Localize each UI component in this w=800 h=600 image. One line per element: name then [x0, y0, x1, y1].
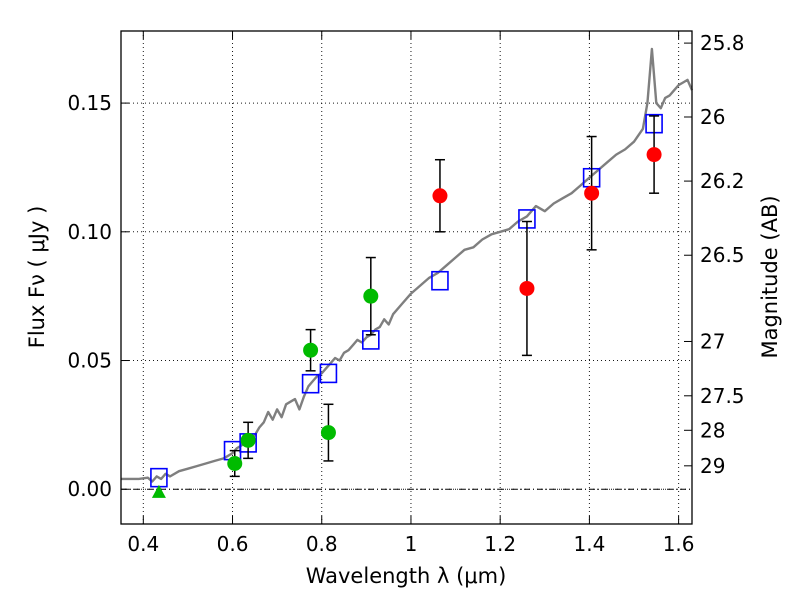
x-tick-label: 1.4 — [573, 532, 605, 556]
x-tick-label: 1.2 — [484, 532, 516, 556]
tick-layer: 0.4 0.6 0.8 1 1.2 1.4 1.6 0.00 0.05 0.10 0.15 25.8 2… — [67, 31, 745, 556]
ir-point — [646, 147, 662, 163]
right-tick-label: 26.5 — [700, 243, 745, 267]
spectrum-layer — [121, 47, 694, 483]
x-tick-label: 0.4 — [127, 532, 159, 556]
x-tick-label: 1.6 — [663, 532, 695, 556]
hst-point — [303, 342, 319, 358]
hst-upper-limit-marker — [151, 484, 166, 498]
ir-point — [432, 188, 448, 204]
hst-point — [363, 288, 379, 304]
y-tick-label: 0.10 — [67, 220, 112, 244]
y-tick-label: 0.00 — [67, 477, 112, 501]
observation-layer — [151, 115, 662, 498]
y-axis-title: Flux Fν ( μJy ) — [25, 206, 49, 349]
right-tick-label: 26.2 — [700, 169, 745, 193]
grid-layer — [121, 31, 692, 524]
right-tick-label: 25.8 — [700, 31, 745, 55]
hst-point — [320, 425, 336, 441]
x-axis-title: Wavelength λ (μm) — [306, 564, 507, 588]
hst-point — [240, 432, 256, 448]
right-axis-title: Magnitude (AB) — [758, 195, 782, 358]
x-tick-label: 0.6 — [217, 532, 249, 556]
x-tick-label: 1 — [405, 532, 418, 556]
right-tick-label: 29 — [700, 454, 725, 478]
hst-point — [227, 456, 243, 472]
y-tick-label: 0.05 — [67, 349, 112, 373]
model-band-marker — [319, 363, 338, 384]
plot-frame — [120, 30, 693, 525]
y-tick-label: 0.15 — [67, 91, 112, 115]
right-tick-label: 27 — [700, 329, 725, 353]
model-spectrum-line — [121, 47, 694, 483]
model-band-marker — [431, 270, 449, 291]
x-tick-label: 0.8 — [306, 532, 338, 556]
right-tick-label: 28 — [700, 418, 725, 442]
right-tick-label: 26 — [700, 105, 725, 129]
ir-point — [519, 280, 535, 296]
ir-point — [584, 185, 600, 201]
model-band-layer — [150, 113, 663, 488]
model-band-marker — [301, 373, 320, 394]
right-tick-label: 27.5 — [700, 384, 745, 408]
